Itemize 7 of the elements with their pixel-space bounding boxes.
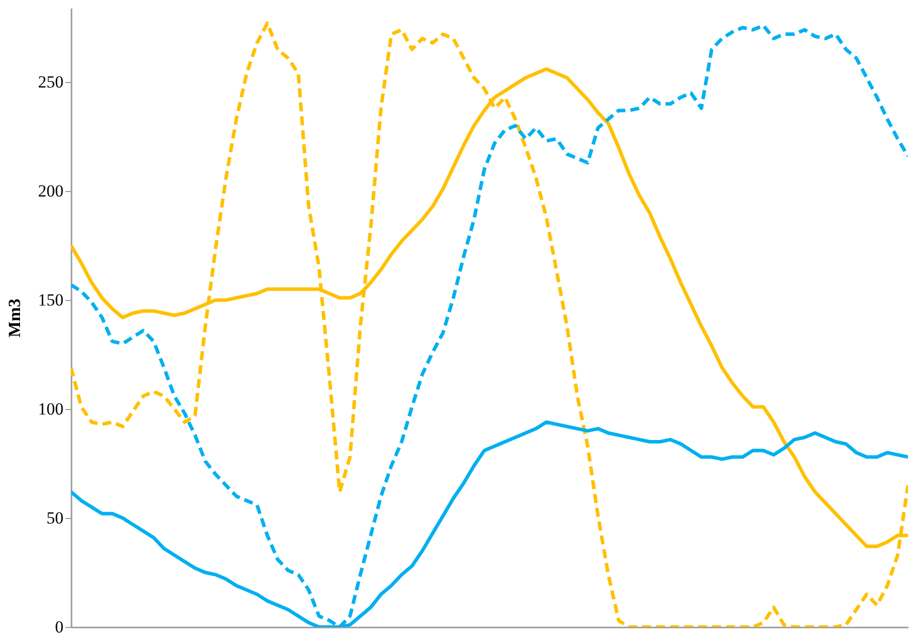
- y-tick-label: 250: [38, 72, 64, 92]
- y-tick-label: 100: [38, 400, 64, 419]
- y-tick-label: 50: [46, 508, 64, 528]
- y-tick-label: 150: [38, 290, 64, 310]
- y-axis-title: Mm3: [5, 298, 24, 338]
- y-tick-label: 0: [55, 618, 64, 636]
- y-tick-label: 200: [38, 182, 64, 201]
